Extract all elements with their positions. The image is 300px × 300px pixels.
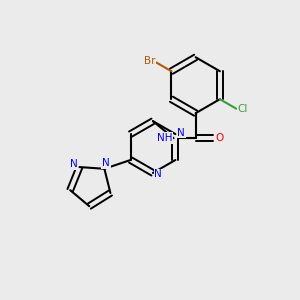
Text: N: N <box>154 169 162 179</box>
Text: N: N <box>177 128 185 138</box>
Text: Br: Br <box>144 56 155 66</box>
Text: Cl: Cl <box>238 104 248 114</box>
Text: O: O <box>215 133 223 143</box>
Text: NH: NH <box>157 133 172 143</box>
Text: N: N <box>102 158 110 169</box>
Text: N: N <box>70 159 77 169</box>
